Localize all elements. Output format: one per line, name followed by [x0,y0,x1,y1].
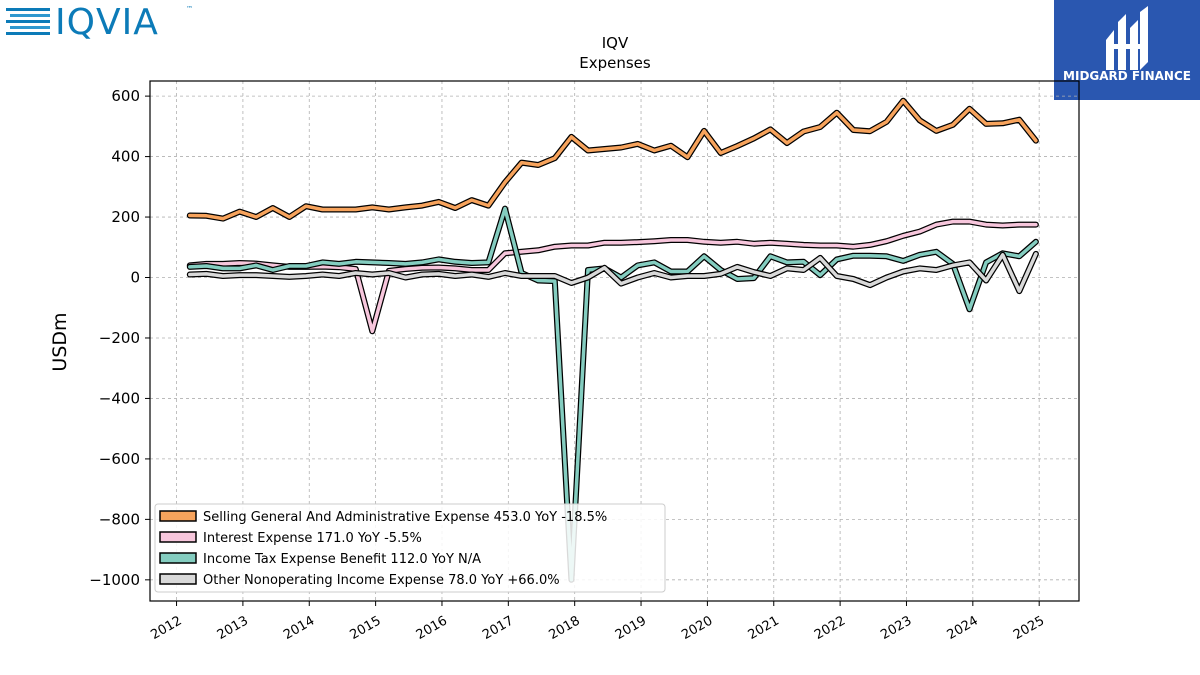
legend-label: Selling General And Administrative Expen… [203,510,607,525]
series-line-other-nonoperating-income-expense [188,252,1038,293]
y-tick-label: −1000 [89,571,140,589]
y-tick-label: 400 [111,148,140,166]
x-tick-label: 2019 [613,613,649,643]
x-tick-label: 2015 [347,613,383,643]
y-tick-label: −200 [99,329,140,347]
logo-trademark: ™ [186,5,193,13]
x-axis-ticks: 2012 2013 2014 2015 2016 2017 2018 2019 2020 2021… [148,601,1047,643]
x-tick-label: 2023 [878,613,914,643]
y-tick-label: 0 [130,269,140,287]
y-axis-label: USDm [49,312,71,371]
legend-label: Income Tax Expense Benefit 112.0 YoY N/A [203,552,481,567]
x-tick-label: 2021 [746,613,782,643]
x-tick-label: 2014 [281,613,317,643]
series-lines [186,97,1039,583]
y-tick-label: 600 [111,87,140,105]
x-tick-label: 2016 [414,613,450,643]
x-tick-label: 2017 [480,613,516,643]
y-tick-label: −800 [99,510,140,528]
x-tick-label: 2018 [547,613,583,643]
iqvia-logo: IQVIA ™ [6,2,193,43]
plot-frame [149,80,1080,602]
legend: Selling General And Administrative Expen… [154,503,666,593]
series-line-interest-expense [188,219,1038,334]
legend-label: Interest Expense 171.0 YoY -5.5% [203,531,422,546]
midgard-logo-icon [1106,6,1148,70]
x-tick-label: 2022 [812,613,848,643]
x-tick-label: 2013 [215,613,251,643]
y-tick-label: −400 [99,389,140,407]
logo-stripes-icon [6,8,50,35]
logo-text: IQVIA [55,2,159,43]
series-line-selling-general-and-administrative-expense [188,98,1038,221]
x-tick-label: 2012 [148,613,184,643]
series-outline-selling-general-and-administrative-expense [186,97,1039,222]
y-tick-label: −600 [99,450,140,468]
legend-swatch [159,510,197,522]
x-tick-label: 2020 [679,613,715,643]
x-tick-label: 2025 [1011,613,1047,643]
midgard-finance-badge: MIDGARD FINANCE [1054,0,1200,100]
legend-swatch [159,573,197,585]
chart-subtitle: Expenses [579,54,651,72]
chart-title: IQV [602,34,629,52]
legend-swatch [159,531,197,543]
y-axis-ticks: 600 400 200 0 −200 −400 −600 −800 −1000 [89,87,150,589]
badge-background [1054,0,1200,100]
legend-box [154,503,666,593]
x-tick-label: 2024 [945,613,981,643]
y-tick-label: 200 [111,208,140,226]
legend-swatch [159,552,197,564]
legend-label: Other Nonoperating Income Expense 78.0 Y… [203,573,560,588]
badge-text: MIDGARD FINANCE [1063,69,1191,83]
